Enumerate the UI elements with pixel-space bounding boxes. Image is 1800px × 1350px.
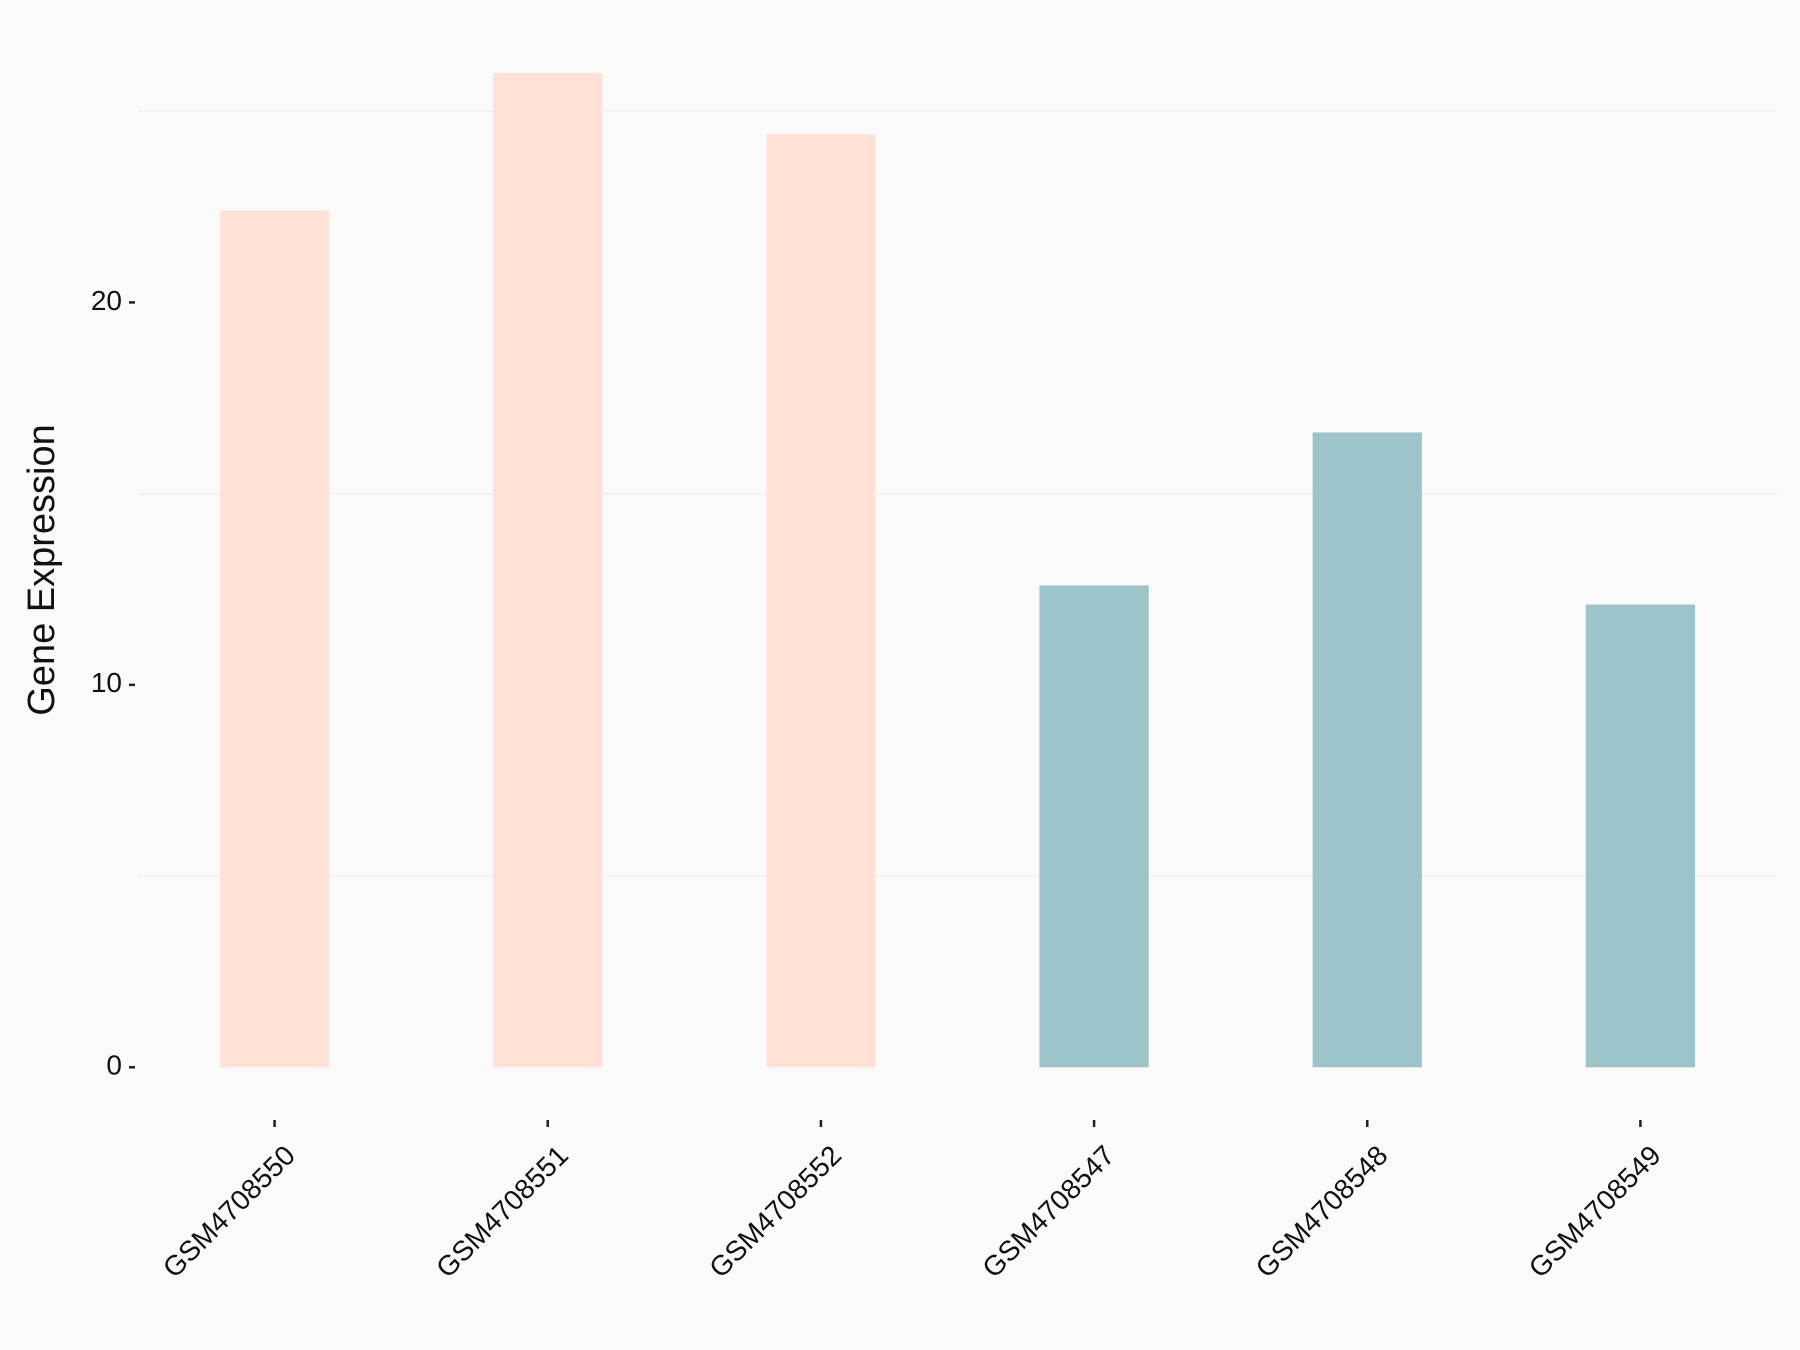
y-tick-label: 20	[91, 285, 122, 316]
bar	[766, 134, 876, 1068]
y-axis-label: Gene Expression	[21, 424, 63, 716]
bar	[493, 72, 603, 1068]
bar	[1039, 585, 1149, 1068]
y-tick-label: 0	[106, 1050, 122, 1081]
bar	[1312, 432, 1422, 1068]
y-tick-label: 10	[91, 667, 122, 698]
bar	[219, 210, 330, 1068]
bar	[1585, 604, 1696, 1068]
